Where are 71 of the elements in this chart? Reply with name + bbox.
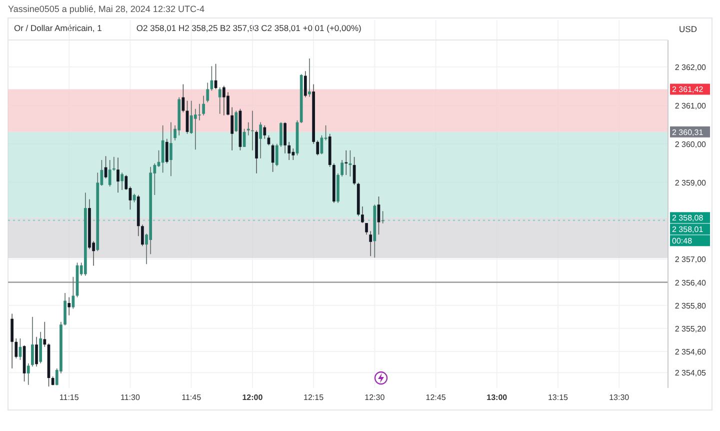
y-tick-label: 2 355,20	[674, 324, 707, 334]
candlestick	[194, 108, 197, 150]
x-tick-label: 12:00	[242, 393, 264, 402]
candlestick	[259, 122, 262, 159]
x-tick-label: 11:30	[120, 393, 140, 402]
x-tick-label: 12:30	[364, 393, 386, 402]
candlestick	[198, 103, 201, 121]
text: USD	[679, 24, 697, 34]
x-tick-label: 11:15	[59, 393, 80, 402]
candlestick	[165, 138, 168, 164]
y-tick-label: 2 354,05	[674, 368, 707, 378]
candlestick	[120, 172, 124, 190]
candlestick	[365, 222, 368, 235]
candlestick	[275, 143, 278, 167]
candlestick	[206, 82, 210, 103]
candlestick	[316, 140, 320, 156]
y-tick-label: 2 359,00	[674, 178, 707, 188]
y-tick-label: 2 361,00	[674, 101, 707, 110]
candlestick	[35, 336, 38, 367]
x-tick-label: 13:15	[548, 393, 569, 402]
candlestick	[218, 86, 222, 114]
candlestick	[222, 85, 226, 116]
candlestick	[190, 100, 193, 134]
candlestick	[116, 157, 120, 194]
chart-title: Or / Dollar Américain, 1	[14, 23, 102, 33]
candlestick	[31, 316, 34, 367]
y-tick-label: 2 355,80	[674, 301, 707, 310]
text: 00:48	[672, 236, 693, 246]
x-tick-label: 12:15	[304, 393, 324, 402]
y-tick-label: 2 356,40	[674, 278, 707, 288]
candlestick	[68, 296, 71, 316]
candlestick	[361, 206, 364, 224]
candlestick	[284, 122, 286, 154]
candlestick	[108, 160, 112, 187]
candlestick	[369, 230, 372, 257]
text: 2 361,42	[672, 85, 704, 94]
candlestick	[64, 292, 66, 326]
text: 2 358,08	[672, 214, 704, 223]
x-tick-label: 11:45	[182, 393, 202, 402]
text: Yassine0505 a publié, Mai 28, 2024 12:32 UTC-4	[8, 4, 204, 14]
candlestick	[202, 95, 205, 116]
candlestick	[39, 331, 42, 364]
chart-subtitle: O2 358,01 H2 358,25 B2 357,93 C2 358,01 +0,01 (+0,00%)	[136, 23, 362, 33]
candlestick	[141, 224, 144, 247]
candlestick	[292, 148, 295, 160]
candlestick	[234, 110, 238, 132]
y-tick-label: 2 357,00	[674, 255, 707, 264]
x-tick-label: 13:30	[609, 393, 630, 402]
text: 2 358,01	[672, 225, 704, 234]
candlestick	[246, 122, 250, 136]
candlestick	[112, 156, 116, 172]
candlestick	[308, 58, 311, 98]
y-tick-label: 2 362,00	[674, 62, 707, 72]
candlestick	[43, 321, 46, 348]
candlestick	[344, 150, 348, 176]
candlestick	[304, 70, 307, 98]
y-tick-label: 2 360,00	[674, 140, 707, 149]
candlestick	[226, 92, 230, 116]
candlestick	[170, 122, 172, 177]
x-tick-label: 13:00	[486, 393, 508, 402]
candlestick	[26, 362, 30, 386]
text: 2 360,31	[672, 128, 704, 137]
candlestick	[263, 124, 266, 140]
candlestick	[230, 106, 234, 151]
candlestick	[288, 142, 291, 160]
y-tick-label: 2 354,60	[674, 347, 707, 356]
candlestick	[340, 160, 344, 177]
candlestick	[14, 338, 18, 359]
candlestick	[10, 313, 14, 369]
candlestick	[280, 122, 282, 148]
x-tick-label: 12:45	[426, 393, 446, 402]
